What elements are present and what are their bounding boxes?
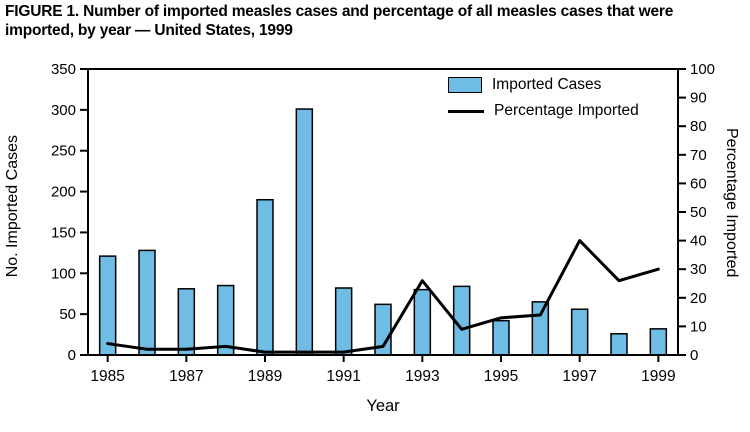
left-tick-label: 350 [51,61,76,78]
x-tick-label: 1993 [405,368,439,385]
x-tick-label: 1997 [562,368,596,385]
legend-label-percentage-imported: Percentage Imported [494,102,639,119]
right-tick-label: 40 [690,233,707,250]
legend-bar-swatch-icon [448,77,482,93]
bar-1988 [216,284,235,356]
x-tick-label: 1991 [326,368,360,385]
left-tick-label: 300 [51,102,76,119]
x-axis-label: Year [366,397,400,415]
legend: Imported Cases Percentage Imported [448,76,639,120]
bar-1986 [138,249,156,356]
bar-1989 [256,198,274,356]
x-tick-label: 1995 [484,368,518,385]
right-tick-label: 70 [690,147,707,164]
bar-1998 [610,333,628,356]
bar-1995 [492,319,510,356]
left-tick-label: 150 [51,224,76,241]
figure-title: FIGURE 1. Number of imported measles cas… [5,3,674,39]
right-tick-label: 80 [690,118,707,135]
right-tick-label: 0 [690,347,698,364]
bar-1993 [413,288,432,356]
right-tick-label: 50 [690,204,707,221]
left-tick-label: 250 [51,143,76,160]
legend-item-percentage-imported: Percentage Imported [448,102,639,120]
right-tick-label: 10 [690,318,707,335]
chart-plot: 0 50 100 150 200 250 300 350 0 10 20 30 40 50 60 70 80 90… [51,61,715,385]
bar-1985 [98,255,117,356]
legend-label-imported-cases: Imported Cases [492,76,602,93]
percentage-imported-line [106,239,660,354]
left-tick-label: 0 [68,347,76,364]
bar-1987 [177,288,196,356]
right-tick-label: 60 [690,175,707,192]
bar-1997 [570,308,589,356]
x-tick-label: 1989 [248,368,282,385]
left-tick-label: 50 [59,306,76,323]
left-tick-label: 200 [51,184,76,201]
bar-1999 [649,328,668,356]
bar-1991 [334,287,353,356]
left-tick-label: 100 [51,265,76,282]
legend-line-swatch-icon [448,109,484,113]
bar-1990 [295,108,314,356]
right-tick-label: 90 [690,90,707,107]
right-tick-label: 30 [690,261,707,278]
x-tick-label: 1985 [90,368,124,385]
right-axis-label: Percentage Imported [723,128,740,278]
right-tick-label: 100 [690,61,715,78]
x-tick-label: 1999 [641,368,675,385]
bar-1996 [531,301,550,356]
right-tick-label: 20 [690,290,707,307]
legend-item-imported-cases: Imported Cases [448,76,639,94]
x-tick-label: 1987 [169,368,203,385]
